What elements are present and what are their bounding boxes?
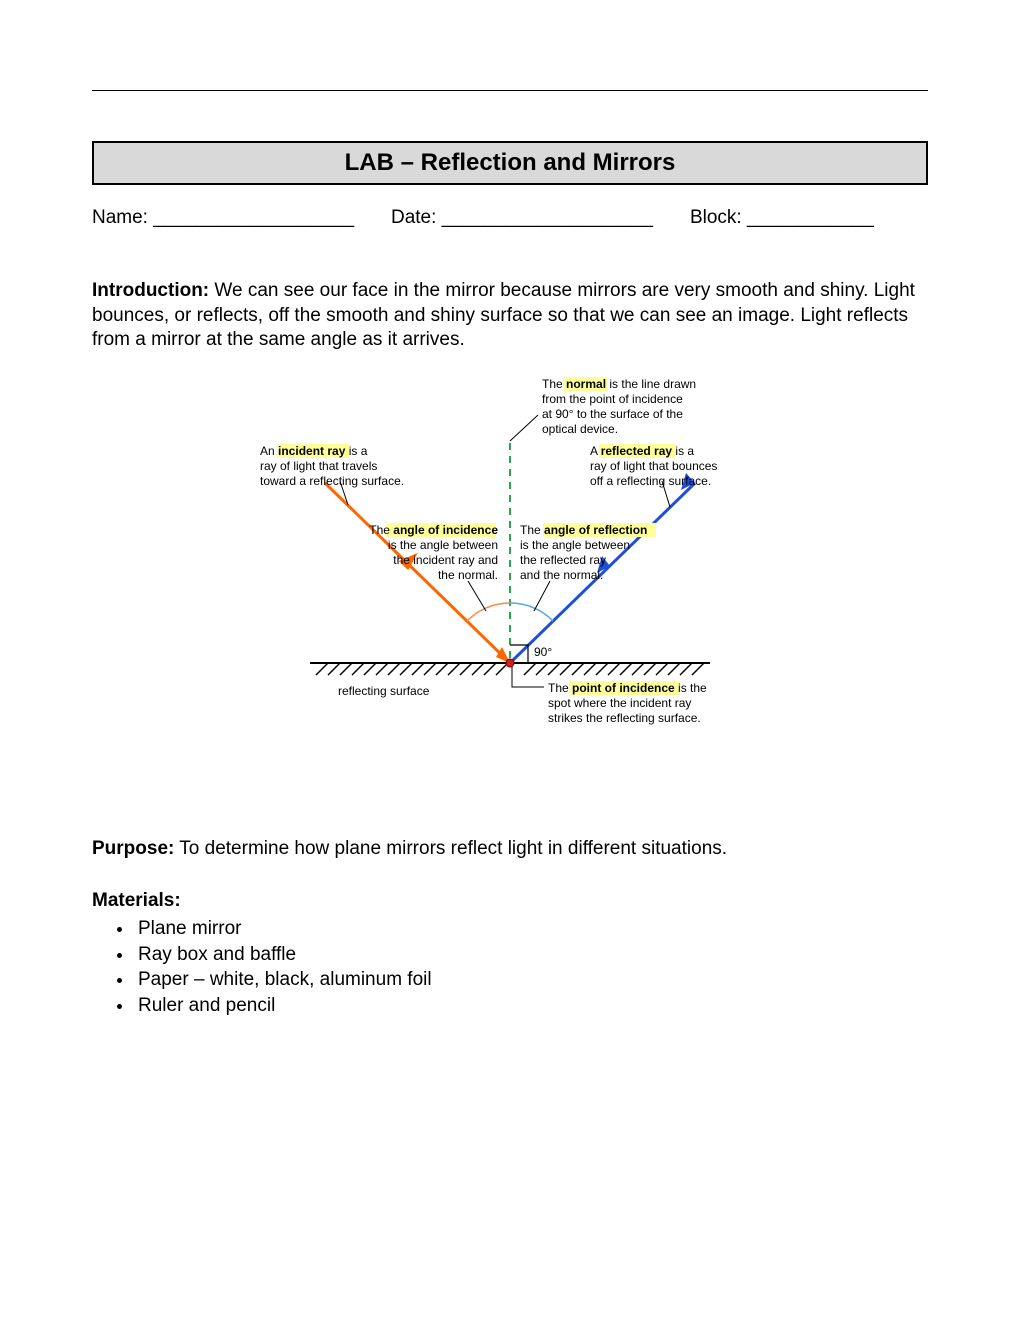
svg-text:at 90° to the surface of the: at 90° to the surface of the <box>542 407 683 421</box>
list-item: Plane mirror <box>134 916 928 942</box>
svg-text:An incident ray is a: An incident ray is a <box>260 444 368 458</box>
list-item: Ruler and pencil <box>134 993 928 1019</box>
svg-text:toward a reflecting surface.: toward a reflecting surface. <box>260 474 404 488</box>
name-field: Name: ___________________ <box>92 207 354 228</box>
purpose-paragraph: Purpose: To determine how plane mirrors … <box>92 838 928 860</box>
introduction-label: Introduction: <box>92 280 209 301</box>
materials-label: Materials: <box>92 890 928 912</box>
svg-text:The angle of reflection: The angle of reflection <box>520 523 647 537</box>
reflection-arc <box>510 603 553 621</box>
introduction-text: We can see our face in the mirror becaus… <box>92 280 915 350</box>
right-angle-marker: 90° <box>510 645 552 663</box>
purpose-label: Purpose: <box>92 838 174 859</box>
ninety-label: 90° <box>534 645 552 659</box>
normal-label: The normal is the line drawn from the po… <box>542 377 696 436</box>
lab-title: LAB – Reflection and Mirrors <box>345 149 676 176</box>
svg-text:The normal is the line drawn: The normal is the line drawn <box>542 377 696 391</box>
point-of-incidence-label: The point of incidence is the spot where… <box>548 681 707 725</box>
svg-text:ray of light that bounces: ray of light that bounces <box>590 459 717 473</box>
list-item: Ray box and baffle <box>134 942 928 968</box>
date-field: Date: ____________________ <box>391 207 653 228</box>
incident-ray-label: An incident ray is a ray of light that t… <box>260 444 404 488</box>
svg-text:A reflected ray is a: A reflected ray is a <box>590 444 694 458</box>
svg-text:the reflected ray: the reflected ray <box>520 553 606 567</box>
svg-text:The angle of incidence: The angle of incidence <box>369 523 498 537</box>
point-of-incidence-dot <box>506 659 514 667</box>
svg-text:the incident ray and: the incident ray and <box>393 553 498 567</box>
block-field: Block: ____________ <box>690 207 874 228</box>
reflection-diagram: 90° The normal is the line drawn from th… <box>92 373 928 758</box>
svg-text:from the point of incidence: from the point of incidence <box>542 392 683 406</box>
list-item: Paper – white, black, aluminum foil <box>134 967 928 993</box>
reflecting-surface-label: reflecting surface <box>338 684 430 698</box>
introduction-paragraph: Introduction: We can see our face in the… <box>92 279 928 353</box>
lab-title-box: LAB – Reflection and Mirrors <box>92 141 928 185</box>
svg-text:off a reflecting surface.: off a reflecting surface. <box>590 474 711 488</box>
reflected-ray-label: A reflected ray is a ray of light that b… <box>590 444 717 488</box>
materials-list: Plane mirror Ray box and baffle Paper – … <box>134 916 928 1019</box>
svg-text:optical device.: optical device. <box>542 422 618 436</box>
header-divider <box>92 90 928 91</box>
svg-text:is the angle between: is the angle between <box>520 538 630 552</box>
purpose-text: To determine how plane mirrors reflect l… <box>174 838 727 859</box>
student-info-row: Name: ___________________ Date: ________… <box>92 207 928 229</box>
svg-text:strikes the reflecting surface: strikes the reflecting surface. <box>548 711 701 725</box>
svg-text:The point of incidence is the: The point of incidence is the <box>548 681 707 695</box>
angle-of-reflection-label: The angle of reflection is the angle bet… <box>520 523 656 582</box>
svg-text:is the angle between: is the angle between <box>388 538 498 552</box>
svg-text:the normal.: the normal. <box>438 568 498 582</box>
incidence-arc <box>467 603 510 621</box>
svg-text:spot where the incident ray: spot where the incident ray <box>548 696 691 710</box>
angle-of-incidence-label: The angle of incidence is the angle betw… <box>369 523 498 582</box>
svg-text:and the normal.: and the normal. <box>520 568 603 582</box>
svg-text:ray of light that travels: ray of light that travels <box>260 459 377 473</box>
